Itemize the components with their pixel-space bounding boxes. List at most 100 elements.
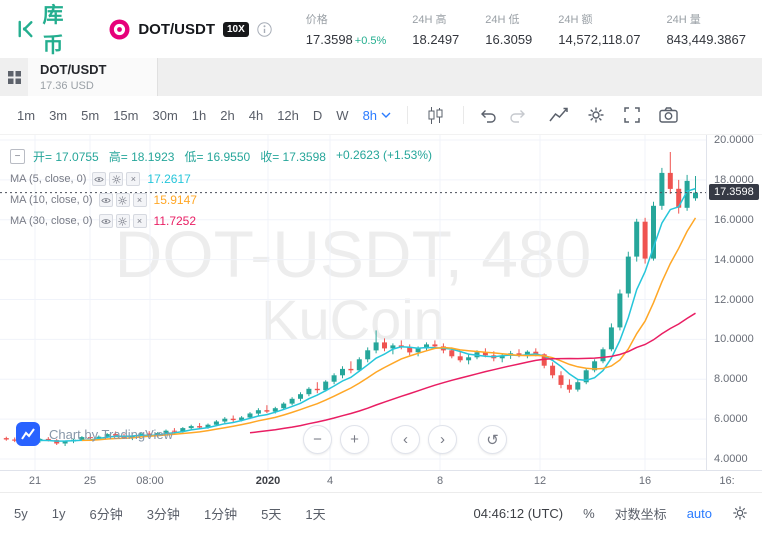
range-button-1y[interactable]: 1y bbox=[51, 505, 66, 521]
interval-1h-button[interactable]: 1h bbox=[185, 104, 213, 127]
kucoin-logo-icon bbox=[18, 20, 33, 38]
interval-1m-button[interactable]: 1m bbox=[10, 104, 42, 127]
info-icon[interactable] bbox=[257, 21, 272, 37]
interval-buttons: 1m 3m 5m 15m 30m 1h 2h 4h 12h D W bbox=[10, 104, 356, 127]
chart-nav-controls: − + ‹ › ↺ bbox=[303, 425, 507, 454]
range-button-1天[interactable]: 1天 bbox=[305, 504, 325, 523]
undo-icon[interactable] bbox=[479, 108, 497, 123]
ma-remove-icon[interactable]: × bbox=[132, 193, 147, 207]
time-tick-label: 25 bbox=[83, 475, 97, 487]
price-tick-label: 6.0000 bbox=[714, 413, 748, 426]
range-button-5y[interactable]: 5y bbox=[14, 505, 28, 521]
zoom-out-button[interactable]: − bbox=[303, 425, 332, 454]
ticker-stat-label: 24H 低 bbox=[485, 14, 520, 26]
interval-D-button[interactable]: D bbox=[306, 104, 329, 127]
price-axis[interactable]: 17.3598 20.0000 18.0000 16.0000 14.0000 12.0… bbox=[706, 134, 762, 470]
tab-pair-label: DOT/USDT bbox=[40, 62, 107, 77]
interval-5m-button[interactable]: 5m bbox=[74, 104, 106, 127]
ticker-stat-label: 24H 额 bbox=[558, 14, 593, 26]
legend-collapse-button[interactable]: − bbox=[10, 149, 25, 164]
ma-visibility-icon[interactable] bbox=[98, 214, 113, 228]
kucoin-logo[interactable]: 库币 bbox=[16, 0, 75, 59]
ohlc-item: 收= 17.3598 bbox=[260, 150, 326, 164]
kucoin-logo-text: 库币 bbox=[42, 4, 65, 57]
interval-12h-button[interactable]: 12h bbox=[270, 104, 306, 127]
line-chart-icon[interactable] bbox=[549, 107, 569, 123]
ticker-stat-value: 843,449.3867 bbox=[666, 32, 746, 47]
reset-chart-button[interactable]: ↺ bbox=[478, 425, 507, 454]
price-tick-label: 20.0000 bbox=[714, 134, 754, 146]
ma-label: MA (10, close, 0) bbox=[10, 194, 93, 206]
tradingview-attribution-link[interactable]: Chart by TradingView bbox=[49, 426, 174, 442]
camera-icon[interactable] bbox=[659, 107, 678, 123]
tab-price-label: 17.36 USD bbox=[40, 80, 94, 92]
ticker-stat: 24H 量 843,449.3867 bbox=[666, 11, 746, 47]
ma-legend-row: MA (30, close, 0) × 11.7252 bbox=[10, 214, 442, 228]
zoom-in-button[interactable]: + bbox=[340, 425, 369, 454]
ma-settings-icon[interactable] bbox=[115, 193, 130, 207]
chevron-down-icon bbox=[381, 112, 391, 118]
auto-scale-button[interactable]: auto bbox=[686, 505, 712, 521]
ticker-stat: 24H 额 14,572,118.07 bbox=[558, 11, 640, 47]
chart-tabstrip: DOT/USDT 17.36 USD bbox=[0, 58, 762, 96]
ma-visibility-icon[interactable] bbox=[98, 193, 113, 207]
ma-remove-icon[interactable]: × bbox=[132, 214, 147, 228]
time-tick-label: 4 bbox=[326, 475, 334, 487]
pair-name: DOT/USDT bbox=[138, 20, 215, 38]
interval-2h-button[interactable]: 2h bbox=[213, 104, 241, 127]
ma-settings-icon[interactable] bbox=[109, 172, 124, 186]
ohlc-legend: − 开= 17.0755 高= 18.1923 低= 16.9550 收= 17.35… bbox=[10, 148, 442, 165]
interval-W-button[interactable]: W bbox=[329, 104, 355, 127]
header: 库币 DOT/USDT 10X 价格 17.3598 +0.5% 24H 高 18.24… bbox=[0, 0, 762, 58]
candlestick-chart[interactable] bbox=[0, 135, 706, 470]
ma-value: 17.2617 bbox=[147, 172, 191, 186]
gear-icon[interactable] bbox=[587, 106, 605, 124]
time-tick-label: 08:00 bbox=[136, 475, 164, 487]
range-button-5天[interactable]: 5天 bbox=[261, 504, 281, 523]
price-tick-label: 10.0000 bbox=[714, 333, 754, 346]
scroll-right-button[interactable]: › bbox=[428, 425, 457, 454]
ma-visibility-icon[interactable] bbox=[92, 172, 107, 186]
ticker-stat-value: 17.3598 +0.5% bbox=[305, 32, 387, 47]
interval-30m-button[interactable]: 30m bbox=[145, 104, 184, 127]
chart-plot: DOT-USDT, 480 KuCoin − 开= 17.0755 高= 18.1… bbox=[0, 135, 706, 470]
layout-grid-icon[interactable] bbox=[0, 58, 28, 96]
ticker-stat-label: 24H 量 bbox=[666, 14, 701, 26]
ticker-stat-value: 14,572,118.07 bbox=[558, 32, 641, 47]
chart-area: DOT-USDT, 480 KuCoin − 开= 17.0755 高= 18.1… bbox=[0, 134, 762, 492]
chart-clock[interactable]: 04:46:12 (UTC) bbox=[473, 505, 564, 521]
ticker-stat: 24H 低 16.3059 bbox=[485, 11, 532, 47]
interval-3m-button[interactable]: 3m bbox=[42, 104, 74, 127]
interval-4h-button[interactable]: 4h bbox=[242, 104, 270, 127]
time-tick-label: 16: bbox=[719, 475, 735, 487]
ma-settings-icon[interactable] bbox=[115, 214, 130, 228]
range-button-3分钟[interactable]: 3分钟 bbox=[147, 504, 180, 523]
scroll-left-button[interactable]: ‹ bbox=[391, 425, 420, 454]
percent-scale-button[interactable]: % bbox=[583, 505, 595, 521]
chart-toolbar: 1m 3m 5m 15m 30m 1h 2h 4h 12h D W 8h bbox=[0, 96, 762, 135]
range-buttons: 5y 1y 6分钟 3分钟 1分钟 5天 1天 bbox=[14, 504, 326, 523]
chart-tab[interactable]: DOT/USDT 17.36 USD bbox=[28, 58, 158, 96]
redo-icon[interactable] bbox=[509, 108, 527, 123]
fullscreen-icon[interactable] bbox=[623, 106, 641, 124]
ma-remove-icon[interactable]: × bbox=[126, 172, 141, 186]
interval-15m-button[interactable]: 15m bbox=[106, 104, 145, 127]
tradingview-logo-icon[interactable] bbox=[16, 422, 40, 446]
leverage-badge: 10X bbox=[223, 21, 249, 37]
ticker-stat-label: 24H 高 bbox=[412, 14, 447, 26]
range-button-6分钟[interactable]: 6分钟 bbox=[89, 504, 122, 523]
time-axis[interactable]: 21 25 08:00 2020 4 8 12 16 16: bbox=[0, 470, 762, 492]
chart-legend: − 开= 17.0755 高= 18.1923 低= 16.9550 收= 17.35… bbox=[10, 148, 442, 228]
footer-gear-icon[interactable] bbox=[732, 505, 748, 521]
ma-legend-rows: MA (5, close, 0) × 17.2617 MA (10, close, 0… bbox=[10, 172, 442, 228]
ticker-stats: 价格 17.3598 +0.5% 24H 高 18.2497 24H 低 16.3059 24… bbox=[306, 11, 746, 47]
ohlc-item: 低= 16.9550 bbox=[184, 150, 251, 164]
candlestick-style-icon[interactable] bbox=[426, 106, 445, 125]
active-interval-label: 8h bbox=[362, 107, 378, 123]
log-scale-button[interactable]: 对数坐标 bbox=[615, 504, 667, 523]
range-button-1分钟[interactable]: 1分钟 bbox=[204, 504, 237, 523]
pair-selector[interactable]: DOT/USDT 10X bbox=[109, 19, 272, 40]
interval-active-button[interactable]: 8h bbox=[356, 104, 398, 127]
ma-label: MA (5, close, 0) bbox=[10, 173, 87, 185]
